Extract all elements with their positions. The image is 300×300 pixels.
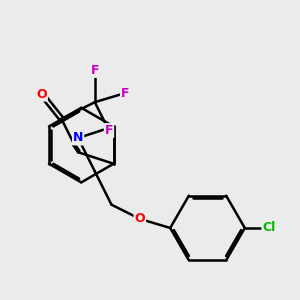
Text: O: O <box>134 212 145 225</box>
Text: F: F <box>121 87 129 100</box>
Text: N: N <box>73 131 83 145</box>
Text: F: F <box>105 124 113 137</box>
Text: F: F <box>91 64 99 77</box>
Text: O: O <box>36 88 47 100</box>
Text: Cl: Cl <box>262 221 276 235</box>
